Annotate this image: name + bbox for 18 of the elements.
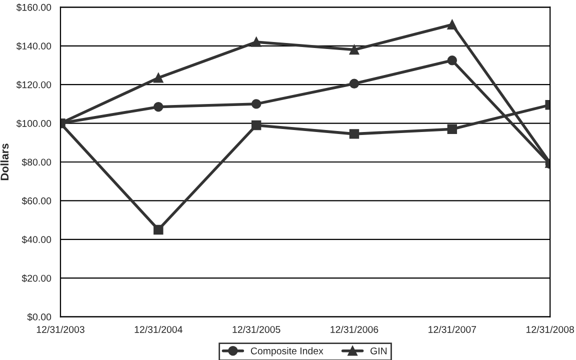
y-tick-label: $160.00 [16, 4, 52, 12]
y-tick-label: $100.00 [16, 120, 52, 128]
x-tick-label: 12/31/2004 [134, 326, 182, 333]
x-tick-label: 12/31/2005 [232, 326, 280, 333]
y-tick-label: $120.00 [16, 80, 52, 89]
x-tick-label: 12/31/2007 [428, 326, 476, 333]
y-tick-label: $20.00 [22, 274, 52, 282]
x-tick-label: 12/31/2003 [36, 326, 84, 333]
y-tick-label: $140.00 [16, 42, 52, 50]
y-tick-label: $0.00 [27, 313, 52, 321]
y-tick-label: $80.00 [22, 158, 52, 166]
legend-label: GIN [370, 347, 387, 354]
x-tick-label: 12/31/2008 [526, 326, 574, 333]
y-tick-label: $40.00 [22, 236, 52, 244]
x-tick-label: 12/31/2006 [330, 326, 378, 333]
y-axis-title: Dollars [0, 144, 9, 180]
legend-label: Composite Index [250, 347, 324, 356]
y-tick-label: $60.00 [22, 197, 52, 205]
